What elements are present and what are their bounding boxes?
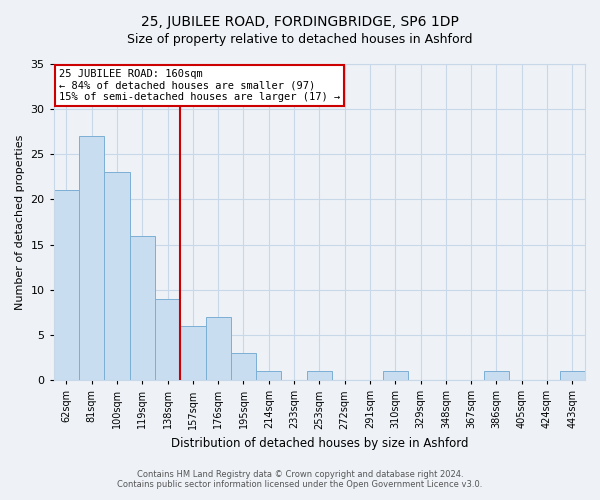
Bar [206,317,231,380]
Bar [180,326,206,380]
Text: Contains HM Land Registry data © Crown copyright and database right 2024.
Contai: Contains HM Land Registry data © Crown c… [118,470,482,489]
Bar [484,371,509,380]
Bar [79,136,104,380]
Bar [155,299,180,380]
Bar [54,190,79,380]
X-axis label: Distribution of detached houses by size in Ashford: Distribution of detached houses by size … [170,437,468,450]
Text: Size of property relative to detached houses in Ashford: Size of property relative to detached ho… [127,32,473,46]
Bar [307,371,332,380]
Bar [560,371,585,380]
Y-axis label: Number of detached properties: Number of detached properties [15,134,25,310]
Text: 25, JUBILEE ROAD, FORDINGBRIDGE, SP6 1DP: 25, JUBILEE ROAD, FORDINGBRIDGE, SP6 1DP [141,15,459,29]
Bar [383,371,408,380]
Bar [130,236,155,380]
Bar [231,353,256,380]
Bar [256,371,281,380]
Text: 25 JUBILEE ROAD: 160sqm
← 84% of detached houses are smaller (97)
15% of semi-de: 25 JUBILEE ROAD: 160sqm ← 84% of detache… [59,68,340,102]
Bar [104,172,130,380]
